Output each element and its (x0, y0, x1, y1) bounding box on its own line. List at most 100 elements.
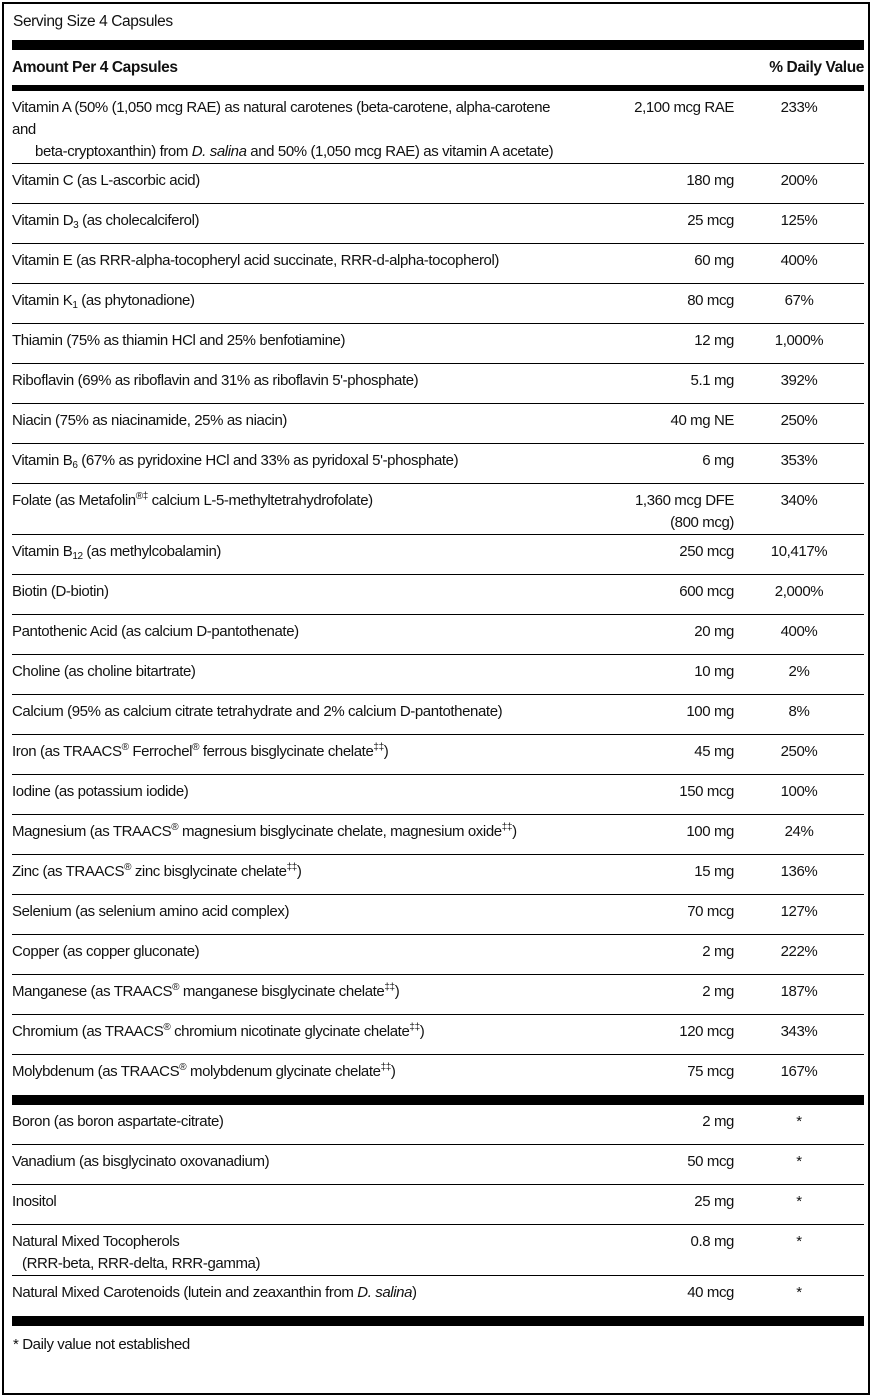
nutrient-row: Riboflavin (69% as riboflavin and 31% as… (12, 364, 864, 404)
amount-value: 75 mcg (687, 1063, 734, 1080)
daily-value: 100% (780, 783, 818, 800)
text-segment: Iodine (as potassium iodide) (12, 783, 189, 800)
text-segment: calcium L-5-methyltetrahydrofolate) (147, 492, 374, 509)
nutrient-amount: 60 mg (589, 250, 734, 283)
nutrient-name: Vitamin A (50% (1,050 mcg RAE) as natura… (12, 97, 589, 163)
divider-thick (12, 1095, 864, 1105)
amount-value: 120 mcg (679, 1023, 734, 1040)
text-segment: Biotin (D-biotin) (12, 583, 109, 600)
daily-value: 222% (780, 943, 818, 960)
nutrient-name: Vitamin D3 (as cholecalciferol) (12, 210, 589, 243)
nutrient-name: Vitamin C (as L-ascorbic acid) (12, 170, 589, 203)
text-segment: ) (390, 1063, 396, 1080)
nutrient-list: Vitamin A (50% (1,050 mcg RAE) as natura… (12, 91, 864, 1095)
text-segment: ) (394, 983, 400, 1000)
text-segment: Vitamin B (12, 452, 73, 469)
text-segment: Molybdenum (as TRAACS (12, 1063, 180, 1080)
nutrient-row: Vanadium (as bisglycinato oxovanadium) 50… (12, 1145, 864, 1185)
nutrient-name: Riboflavin (69% as riboflavin and 31% as… (12, 370, 589, 403)
nutrient-amount: 2 mg (589, 941, 734, 974)
nutrient-row: Iron (as TRAACS® Ferrochel® ferrous bisg… (12, 735, 864, 775)
table-header: Amount Per 4 Capsules % Daily Value (12, 50, 864, 85)
text-segment: Selenium (as selenium amino acid complex… (12, 903, 290, 920)
daily-value: 1,000% (774, 332, 824, 349)
daily-value: * (796, 1284, 802, 1301)
divider-thick (12, 1316, 864, 1326)
text-segment: Natural Mixed Tocopherols (12, 1233, 180, 1250)
divider-medium (12, 85, 864, 91)
text-segment: Riboflavin (69% as riboflavin and 31% as… (12, 372, 419, 389)
text-segment: Niacin (75% as niacinamide, 25% as niaci… (12, 412, 288, 429)
text-segment: ferrous bisglycinate chelate (199, 743, 374, 760)
amount-value: 40 mcg (687, 1284, 734, 1301)
nutrient-amount: 50 mcg (589, 1151, 734, 1184)
amount-value: 100 mg (686, 823, 734, 840)
nutrient-row: Thiamin (75% as thiamin HCl and 25% benf… (12, 324, 864, 364)
daily-value: 127% (780, 903, 818, 920)
nutrient-name: Vanadium (as bisglycinato oxovanadium) (12, 1151, 589, 1184)
nutrient-row: Copper (as copper gluconate) 2 mg 222% (12, 935, 864, 975)
amount-value: 20 mg (694, 623, 734, 640)
daily-value: 392% (780, 372, 818, 389)
nutrient-name: Vitamin K1 (as phytonadione) (12, 290, 589, 323)
nutrient-name: Iodine (as potassium iodide) (12, 781, 589, 814)
amount-value: 80 mcg (687, 292, 734, 309)
daily-value: 233% (780, 99, 818, 116)
nutrient-amount: 2 mg (589, 981, 734, 1014)
text-segment: manganese bisglycinate chelate (179, 983, 385, 1000)
nutrient-name: Magnesium (as TRAACS® magnesium bisglyci… (12, 821, 589, 854)
nutrient-amount: 0.8 mg (589, 1231, 735, 1275)
amount-value: 50 mcg (687, 1153, 734, 1170)
text-segment: D. salina (191, 143, 247, 160)
nutrient-row: Natural Mixed Carotenoids (lutein and ze… (12, 1276, 864, 1316)
text-segment: Pantothenic Acid (as calcium D-pantothen… (12, 623, 299, 640)
nutrient-amount: 120 mcg (589, 1021, 734, 1054)
text-segment: (67% as pyridoxine HCl and 33% as pyrido… (77, 452, 459, 469)
daily-value: 400% (780, 252, 818, 269)
nutrient-name: Choline (as choline bitartrate) (12, 661, 589, 694)
amount-value: 12 mg (694, 332, 734, 349)
text-segment: ® (179, 1062, 187, 1073)
amount-value: 25 mg (694, 1193, 734, 1210)
text-segment: Ferrochel (128, 743, 193, 760)
daily-value: * (796, 1233, 802, 1250)
amount-value: 250 mcg (679, 543, 734, 560)
nutrient-amount: 250 mcg (589, 541, 734, 574)
text-segment: magnesium bisglycinate chelate, magnesiu… (178, 823, 502, 840)
nutrient-row: Vitamin E (as RRR-alpha-tocopheryl acid … (12, 244, 864, 284)
daily-value: 167% (780, 1063, 818, 1080)
daily-value: 136% (780, 863, 818, 880)
nutrient-name-continued: (RRR-beta, RRR-delta, RRR-gamma) (12, 1253, 569, 1275)
text-segment: Boron (as boron aspartate-citrate) (12, 1113, 224, 1130)
text-segment: Manganese (as TRAACS (12, 983, 173, 1000)
nutrient-name: Chromium (as TRAACS® chromium nicotinate… (12, 1021, 589, 1054)
nutrient-name: Natural Mixed Tocopherols (RRR-beta, RRR-… (12, 1231, 589, 1275)
nutrient-name: Thiamin (75% as thiamin HCl and 25% benf… (12, 330, 589, 363)
daily-value: 343% (780, 1023, 818, 1040)
nutrient-amount: 80 mcg (589, 290, 734, 323)
daily-value: 125% (780, 212, 818, 229)
amount-value: 60 mg (694, 252, 734, 269)
amount-value: 2 mg (702, 1113, 734, 1130)
nutrient-row: Vitamin D3 (as cholecalciferol) 25 mcg 125… (12, 204, 864, 244)
text-segment: ) (412, 1284, 417, 1301)
text-segment: (as methylcobalamin) (82, 543, 221, 560)
text-segment: Copper (as copper gluconate) (12, 943, 200, 960)
footnote: * Daily value not established (13, 1336, 190, 1353)
text-segment: ® (163, 1022, 171, 1033)
amount-value: 100 mg (686, 703, 734, 720)
text-segment: ‡‡ (384, 982, 395, 993)
text-segment: ® (192, 742, 200, 753)
text-segment: Inositol (12, 1193, 57, 1210)
amount-value: 6 mg (702, 452, 734, 469)
nutrient-name: Selenium (as selenium amino acid complex… (12, 901, 589, 934)
nutrient-row: Calcium (95% as calcium citrate tetrahyd… (12, 695, 864, 735)
amount-value: 15 mg (694, 863, 734, 880)
amount-value: 600 mcg (679, 583, 734, 600)
nutrient-name: Folate (as Metafolin®‡ calcium L-5-methy… (12, 490, 589, 534)
nutrient-row: Niacin (75% as niacinamide, 25% as niaci… (12, 404, 864, 444)
nutrient-name: Biotin (D-biotin) (12, 581, 589, 614)
text-segment: ‡‡ (501, 822, 513, 833)
text-segment: ®‡ (135, 491, 149, 502)
